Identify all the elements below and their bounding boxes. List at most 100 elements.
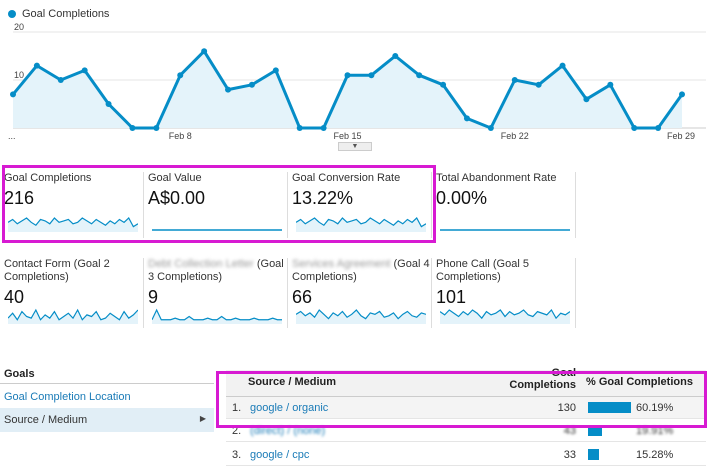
tile-title: Goal Completions xyxy=(4,172,92,184)
tile-goal-value[interactable]: Goal Value A$0.00 xyxy=(148,172,288,240)
sparkline xyxy=(8,217,138,228)
data-point xyxy=(10,91,16,98)
data-point xyxy=(344,72,351,79)
chart-legend[interactable]: Goal Completions xyxy=(8,8,109,20)
percentage-value: 15.28% xyxy=(636,449,674,461)
tile-value: A$0.00 xyxy=(148,188,206,208)
data-point xyxy=(225,86,232,93)
goal-completions-chart[interactable]: 20 10... Feb 8 Feb 15 Feb 22 Feb 29 xyxy=(0,22,710,144)
data-point xyxy=(392,53,399,59)
nav-item-label: Source / Medium xyxy=(4,414,88,426)
source-link[interactable]: (direct) / (none) xyxy=(250,425,326,437)
x-tick-label: Feb 15 xyxy=(333,131,361,141)
table-row: 1. google / organic 130 60.19% xyxy=(226,397,706,419)
data-point xyxy=(559,62,566,69)
column-header-pct[interactable]: % Goal Completions xyxy=(586,376,693,388)
data-point xyxy=(487,125,494,131)
goals-heading: Goals xyxy=(0,362,214,384)
column-header-completions[interactable]: Completions xyxy=(509,379,576,391)
data-point xyxy=(679,91,685,98)
data-point xyxy=(81,67,88,74)
chevron-right-icon: ▶ xyxy=(199,414,206,423)
tile-goal-4[interactable]: Services Agreement (Goal 4 Completions) … xyxy=(292,258,432,330)
tile-sparkline xyxy=(440,229,570,231)
data-point xyxy=(583,96,590,103)
tile-contact-form-goal[interactable]: Contact Form (Goal 2 Completions) 40 xyxy=(4,258,144,330)
sparkline-area xyxy=(152,310,282,324)
data-point xyxy=(463,115,470,122)
sparkline xyxy=(152,308,282,321)
tile-value: 13.22% xyxy=(292,188,354,208)
tile-title: Phone Call (Goal 5 Completions) xyxy=(436,258,529,283)
tile-goal-conversion-rate[interactable]: Goal Conversion Rate 13.22% xyxy=(292,172,432,240)
redacted-goal-name: Services Agreement xyxy=(292,258,391,270)
percentage-bar xyxy=(588,402,631,413)
completion-count: 33 xyxy=(563,449,576,461)
tile-value: 0.00% xyxy=(436,188,488,208)
percentage-bar xyxy=(588,449,599,460)
data-point xyxy=(440,81,447,88)
data-point xyxy=(201,48,208,55)
tile-value: 9 xyxy=(148,287,159,307)
y-tick-label: 20 xyxy=(14,22,24,32)
data-point xyxy=(296,125,303,131)
tile-total-abandonment-rate[interactable]: Total Abandonment Rate 0.00% xyxy=(436,172,576,240)
data-point xyxy=(177,72,184,79)
tile-value: 101 xyxy=(436,287,467,307)
data-point xyxy=(248,81,255,88)
tile-title: Contact Form (Goal 2 Completions) xyxy=(4,258,110,283)
percentage-value: 60.19% xyxy=(636,402,674,414)
sparkline-area xyxy=(8,218,138,232)
goal-completion-location-link[interactable]: Goal Completion Location xyxy=(0,385,214,409)
tile-value: 66 xyxy=(292,287,313,307)
completion-count: 130 xyxy=(557,402,576,414)
column-header-source[interactable]: Source / Medium xyxy=(248,376,337,388)
source-link[interactable]: google / organic xyxy=(250,402,329,414)
source-medium-nav-item[interactable]: Source / Medium ▶ xyxy=(0,408,214,432)
data-point xyxy=(416,72,423,79)
data-point xyxy=(368,72,375,79)
row-number: 3. xyxy=(232,449,242,461)
series-area xyxy=(13,51,682,129)
legend-label: Goal Completions xyxy=(22,8,110,20)
tile-goal-completions[interactable]: Goal Completions 216 xyxy=(4,172,144,240)
tile-sparkline xyxy=(296,217,426,232)
completion-count: 43 xyxy=(563,425,576,437)
tile-phone-call-goal[interactable]: Phone Call (Goal 5 Completions) 101 xyxy=(436,258,576,330)
row-number: 1. xyxy=(232,402,242,414)
sparkline xyxy=(296,217,426,228)
data-point xyxy=(511,77,518,83)
tile-title: Goal Value xyxy=(148,172,202,184)
tile-sparkline xyxy=(296,309,426,324)
data-point xyxy=(535,81,542,88)
tile-sparkline xyxy=(8,308,138,324)
percentage-value: 19.91% xyxy=(636,425,674,437)
x-tick-label: ... xyxy=(8,131,16,141)
tile-value: 216 xyxy=(4,188,35,208)
tile-goal-3[interactable]: Debt Collection Letter (Goal 3 Completio… xyxy=(148,258,288,330)
column-header-completions-top[interactable]: Goal xyxy=(551,367,576,379)
table-row: 2. (direct) / (none) 43 19.91% xyxy=(226,420,706,442)
sparkline xyxy=(440,309,570,320)
percentage-bar xyxy=(588,425,602,436)
source-link[interactable]: google / cpc xyxy=(250,449,310,461)
legend-dot-icon xyxy=(8,10,16,18)
tile-sparkline xyxy=(152,229,282,231)
y-tick-label: 10 xyxy=(14,70,24,80)
sparkline xyxy=(8,308,138,321)
chart-collapse-handle[interactable]: ▼ xyxy=(338,142,372,151)
tile-value: 40 xyxy=(4,287,25,307)
data-point xyxy=(57,77,64,83)
tile-sparkline xyxy=(440,309,570,324)
x-tick-label: Feb 22 xyxy=(501,131,529,141)
tile-title: Services Agreement (Goal 4 Completions) xyxy=(292,258,430,283)
sparkline-area xyxy=(296,218,426,232)
row-number: 2. xyxy=(232,425,242,437)
data-point xyxy=(655,125,662,131)
tile-sparkline xyxy=(152,308,282,324)
data-point xyxy=(607,81,614,88)
tile-sparkline xyxy=(8,217,138,232)
data-point xyxy=(631,125,638,131)
data-point xyxy=(153,125,160,131)
tile-title: Goal Conversion Rate xyxy=(292,172,401,184)
